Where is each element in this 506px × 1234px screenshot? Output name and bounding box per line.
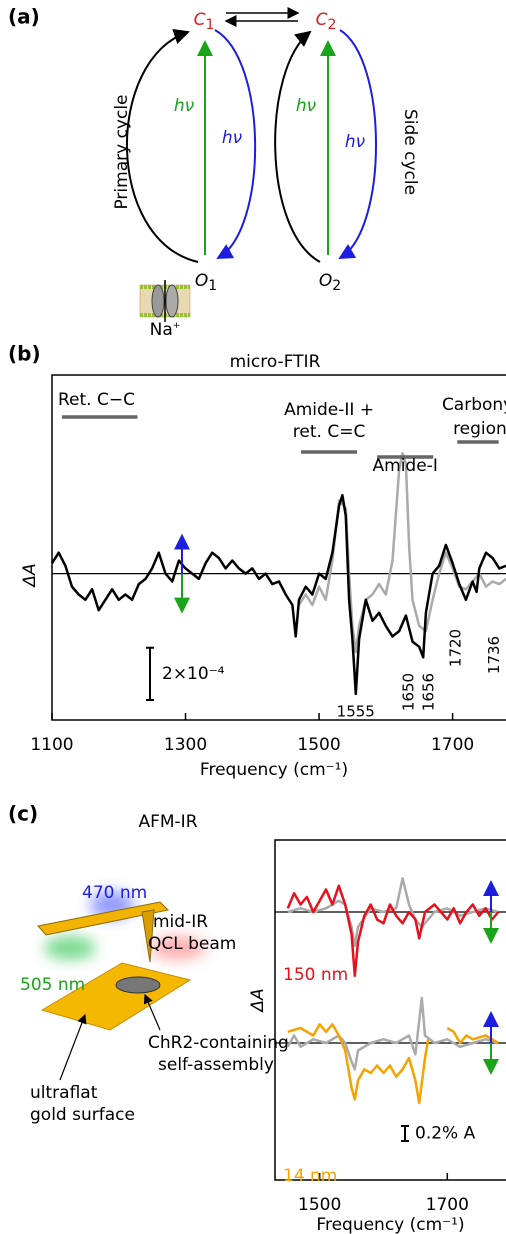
x-tick-label: 1500 <box>298 1195 341 1215</box>
sample-label: self-assembly <box>158 1055 274 1075</box>
ion-name: Na <box>150 320 173 340</box>
schematic: 470 nm mid-IR QCL beam 505 nm ChR2-conta… <box>20 883 289 1125</box>
region-label: ret. C=C <box>293 422 366 442</box>
laser-label: QCL beam <box>148 934 236 954</box>
diagram: (a) C1 C2 O1 O2 hν hν hν hν Primary cycl… <box>8 5 420 341</box>
peak-label: 1650 <box>400 673 418 711</box>
laser-label: mid-IR <box>153 912 208 932</box>
x-axis-label: Frequency (cm⁻¹) <box>316 1215 464 1234</box>
scale-bar-label: 2×10⁻⁴ <box>162 664 225 684</box>
region-label: Ret. C−C <box>58 390 135 410</box>
scale-bar <box>146 646 154 701</box>
cycle-label: Primary cycle <box>112 94 132 209</box>
state-sub: 2 <box>327 17 336 33</box>
legend-label: 14 nm <box>283 1166 337 1186</box>
panel-label: (a) <box>8 5 40 29</box>
region-label: Carbonyl <box>442 395 506 415</box>
state-name: C <box>316 10 328 30</box>
legend-label: 150 nm <box>283 965 348 985</box>
state-o2: O2 <box>319 271 341 294</box>
state-c2: C2 <box>316 10 337 33</box>
state-sub: 1 <box>205 17 214 33</box>
state-sub: 1 <box>208 278 217 294</box>
membrane-icon <box>139 280 191 322</box>
chart-title: AFM-IR <box>138 812 197 832</box>
series-line <box>287 1023 499 1105</box>
x-tick-label: 1100 <box>30 735 73 755</box>
ion-label: Na+ <box>150 320 181 340</box>
peak-label: 1555 <box>337 703 375 721</box>
photon: hν <box>174 96 195 116</box>
region-label: Amide-II + <box>284 400 374 420</box>
peak-label: 1736 <box>485 636 503 674</box>
surface-label: gold surface <box>30 1105 135 1125</box>
surface-label: ultraflat <box>30 1083 98 1103</box>
chart: (c) AFM-IR Frequency (cm⁻¹) ΔA 1500 1700 150 n… <box>8 802 506 1234</box>
laser-label: 470 nm <box>82 883 147 903</box>
x-axis-label: Frequency (cm⁻¹) <box>200 760 348 780</box>
ion-charge: + <box>173 321 181 331</box>
state-name: O <box>195 271 208 291</box>
arrow <box>126 28 199 263</box>
plot-frame <box>51 374 506 721</box>
sample-label: ChR2-containing <box>148 1033 289 1053</box>
series-line <box>286 996 499 1071</box>
scale-bar-label: 0.2% A <box>415 1124 476 1144</box>
photon: hν <box>296 96 317 116</box>
state-name: C <box>194 10 206 30</box>
x-tick-label: 1500 <box>297 735 340 755</box>
scale-bar <box>401 1125 409 1142</box>
chart: (b) micro-FTIR Frequency (cm⁻¹) ΔA 1100 1300 1… <box>8 342 506 780</box>
cycle-label: Side cycle <box>400 109 420 195</box>
arrow <box>338 29 377 260</box>
photon: hν <box>222 128 243 148</box>
x-tick-label: 1700 <box>431 735 474 755</box>
state-o1: O1 <box>195 271 217 294</box>
panel-label: (c) <box>8 802 38 826</box>
state-name: O <box>319 271 332 291</box>
photon: hν <box>345 132 366 152</box>
series-line <box>50 493 506 696</box>
peak-label: 1656 <box>420 673 438 711</box>
state-c1: C1 <box>194 10 215 33</box>
region-label: Amide-I <box>373 456 438 476</box>
chart-title: micro-FTIR <box>230 352 321 372</box>
y-axis-label: ΔA <box>20 563 40 588</box>
plot-frame <box>274 839 506 1181</box>
x-tick-label: 1300 <box>164 735 207 755</box>
arrow <box>274 30 321 263</box>
x-tick-label: 1700 <box>426 1195 469 1215</box>
series-line <box>286 884 500 978</box>
y-axis-label: ΔA <box>248 988 268 1013</box>
region-label: region <box>453 419 506 439</box>
state-sub: 2 <box>332 278 341 294</box>
peak-label: 1720 <box>446 629 464 667</box>
laser-label: 505 nm <box>20 975 85 995</box>
panel-label: (b) <box>8 342 41 366</box>
arrow <box>214 29 257 259</box>
